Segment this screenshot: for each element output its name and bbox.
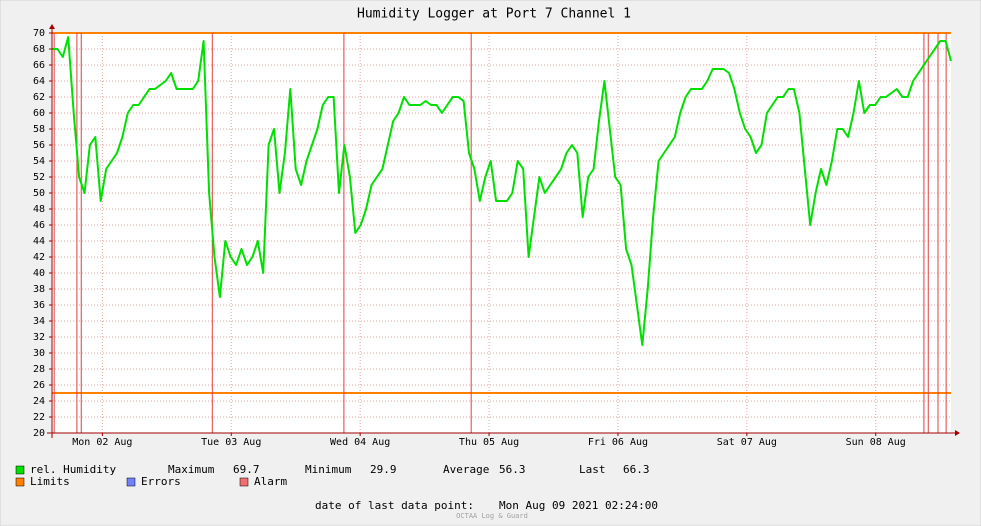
watermark: OCTAA Log & Guard (456, 512, 528, 520)
y-tick-label: 56 (33, 140, 45, 151)
x-axis-arrow (955, 430, 960, 436)
legend-label: Errors (141, 475, 181, 488)
y-tick-label: 32 (33, 332, 45, 343)
stat-value: 29.9 (370, 463, 397, 476)
y-tick-label: 28 (33, 364, 45, 375)
y-tick-label: 42 (33, 252, 45, 263)
y-axis-arrow (49, 24, 55, 29)
x-tick-label: Mon 02 Aug (72, 437, 132, 448)
x-tick-label: Sun 08 Aug (846, 437, 906, 448)
y-tick-label: 50 (33, 188, 45, 199)
x-tick-label: Thu 05 Aug (459, 437, 519, 448)
x-tick-label: Wed 04 Aug (330, 437, 390, 448)
y-tick-label: 20 (33, 428, 45, 439)
data-line (52, 36, 952, 346)
stat-value: 69.7 (233, 463, 260, 476)
y-tick-label: 48 (33, 204, 45, 215)
stat-value: 66.3 (623, 463, 650, 476)
y-tick-label: 46 (33, 220, 45, 231)
chart-title: Humidity Logger at Port 7 Channel 1 (357, 7, 631, 22)
y-tick-label: 26 (33, 380, 45, 391)
y-tick-label: 70 (33, 28, 45, 39)
footer-label: date of last data point: (315, 499, 474, 512)
x-tick-label: Sat 07 Aug (717, 437, 777, 448)
legend-swatch (15, 477, 25, 487)
x-tick-label: Fri 06 Aug (588, 437, 648, 448)
x-tick-label: Tue 03 Aug (201, 437, 261, 448)
stat-label: Average (443, 463, 489, 476)
y-tick-label: 24 (33, 396, 45, 407)
stat-label: Last (579, 463, 606, 476)
legend-label: Limits (30, 475, 70, 488)
y-tick-label: 22 (33, 412, 45, 423)
y-tick-label: 36 (33, 300, 45, 311)
y-tick-label: 68 (33, 44, 45, 55)
legend-label: Alarm (254, 475, 287, 488)
y-tick-label: 58 (33, 124, 45, 135)
y-tick-label: 38 (33, 284, 45, 295)
y-tick-label: 64 (33, 76, 45, 87)
y-tick-label: 52 (33, 172, 45, 183)
legend-swatch (15, 465, 25, 475)
stat-value: 56.3 (499, 463, 526, 476)
y-tick-label: 60 (33, 108, 45, 119)
y-tick-label: 40 (33, 268, 45, 279)
y-tick-label: 34 (33, 316, 45, 327)
legend-label: rel. Humidity (30, 463, 116, 476)
legend-swatch (126, 477, 136, 487)
y-tick-label: 66 (33, 60, 45, 71)
legend-swatch (239, 477, 249, 487)
stat-label: Maximum (168, 463, 215, 476)
stat-label: Minimum (305, 463, 352, 476)
plot-area (52, 33, 951, 433)
footer-date: Mon Aug 09 2021 02:24:00 (499, 499, 658, 512)
y-tick-label: 62 (33, 92, 45, 103)
y-tick-label: 44 (33, 236, 45, 247)
y-tick-label: 54 (33, 156, 45, 167)
y-tick-label: 30 (33, 348, 45, 359)
